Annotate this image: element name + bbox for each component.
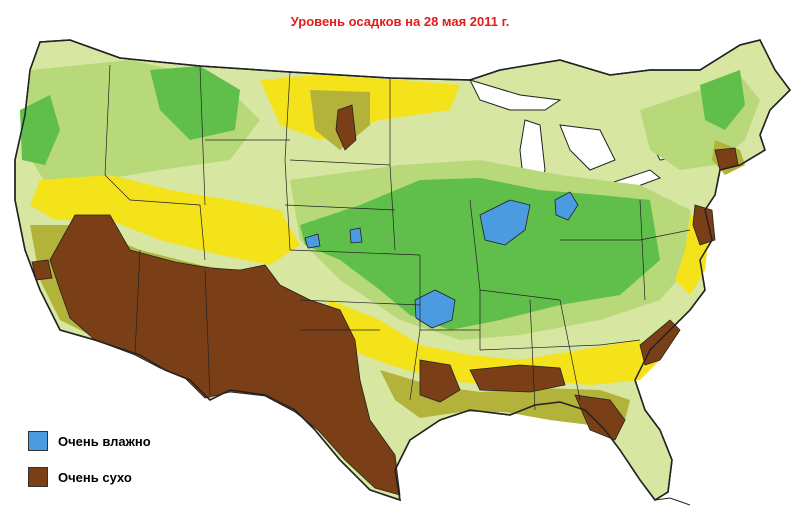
legend: Очень влажно Очень сухо [28, 430, 151, 502]
zone-very-wet-indiana [554, 191, 579, 221]
legend-swatch-wet [28, 431, 48, 451]
zone-very-wet-missouri [414, 289, 456, 329]
florida-keys [654, 497, 691, 506]
zone-very-wet-kansas [304, 233, 321, 249]
zone-very-dry-delmarva [692, 204, 716, 246]
zone-wet-maine [700, 70, 745, 130]
zone-very-wet-kansas2 [349, 227, 363, 244]
zone-dry-south [380, 370, 630, 425]
zone-very-wet-illinois [479, 199, 531, 246]
legend-label-dry: Очень сухо [58, 469, 132, 485]
map-title: Уровень осадков на 28 мая 2011 г. [290, 14, 510, 29]
us-outline-stroke [14, 39, 791, 502]
zone-very-dry-southwest [49, 214, 401, 496]
zone-very-dry-georgia [574, 394, 626, 441]
zone-dryish-plains [320, 300, 660, 385]
zone-wet-northwest [150, 66, 240, 140]
legend-label-wet: Очень влажно [58, 433, 151, 449]
legend-item-dry: Очень сухо [28, 466, 151, 488]
state-borders [104, 64, 691, 411]
zone-wet-coast [20, 95, 60, 165]
zone-very-dry-gulf [419, 359, 461, 403]
legend-item-wet: Очень влажно [28, 430, 151, 452]
lake-superior [469, 79, 562, 111]
zone-very-dry-mississippi [469, 364, 566, 393]
zone-dryish-west [30, 175, 300, 265]
lake-huron [559, 124, 616, 171]
zone-very-dry-montana [335, 104, 357, 151]
legend-swatch-dry [28, 467, 48, 487]
